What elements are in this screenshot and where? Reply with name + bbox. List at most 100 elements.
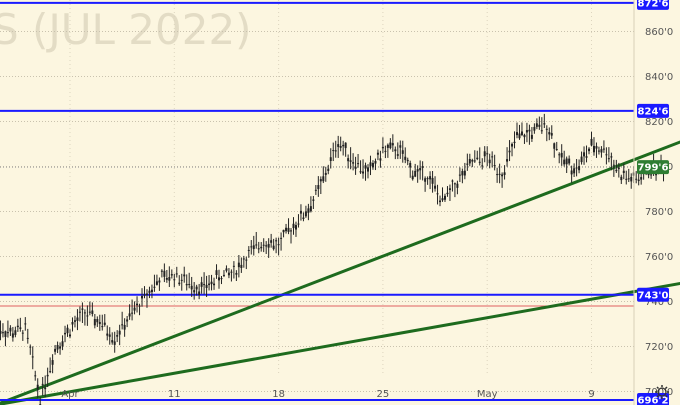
candle-body (280, 237, 283, 239)
candle-body (88, 311, 91, 313)
candle-body (545, 128, 548, 130)
candle-body (421, 166, 424, 168)
candle-body (272, 245, 275, 250)
candle-body (277, 244, 280, 246)
candle-body (103, 322, 106, 325)
candle-body (511, 143, 514, 147)
x-tick-label: May (477, 389, 498, 400)
candle-body (478, 161, 481, 163)
candle-body (113, 341, 116, 345)
candle-body (381, 146, 384, 149)
candle-body (148, 290, 151, 293)
candle-body (486, 153, 489, 155)
x-tick-label: 25 (377, 389, 390, 400)
candle-body (533, 126, 536, 131)
candle-body (453, 183, 456, 185)
candle-body (592, 145, 595, 153)
candle-body (106, 333, 109, 336)
gear-icon[interactable] (655, 385, 669, 399)
candle-body (506, 159, 509, 162)
candle-body (605, 154, 608, 156)
candle-body (525, 130, 528, 133)
red-reference-lines (0, 305, 634, 307)
candle-body (297, 223, 300, 225)
candle-body (588, 148, 591, 152)
candle-body (81, 308, 84, 310)
candle-body (354, 166, 357, 169)
candle-body (235, 272, 238, 275)
level-label-text: 824'6 (638, 106, 669, 117)
candle-body (322, 176, 325, 182)
candle-body (424, 178, 427, 182)
candle-body (262, 244, 265, 246)
candle-body (347, 158, 350, 162)
candle-body (299, 210, 302, 214)
candle-body (91, 310, 94, 314)
candle-body (108, 334, 111, 337)
candle-body (116, 335, 119, 337)
candle-body (600, 149, 603, 153)
candle-body (367, 167, 369, 172)
candle-body (210, 281, 213, 285)
candle-body (101, 326, 104, 328)
candle-body (203, 284, 206, 286)
candle-body (292, 223, 295, 229)
candle-body (520, 131, 523, 136)
candle-body (158, 280, 161, 283)
candle-body (630, 176, 633, 182)
candle-body (640, 177, 643, 180)
candle-body (491, 156, 494, 158)
candle-body (429, 176, 432, 180)
candle-body (76, 317, 79, 321)
price-series (0, 113, 665, 405)
candle-body (131, 312, 134, 314)
y-tick-label: 740'0 (645, 297, 673, 308)
candle-body (86, 315, 89, 317)
candle-body (550, 133, 553, 136)
current-price-text: 799'6 (638, 163, 669, 174)
candle-body (406, 159, 409, 162)
candle-body (364, 165, 367, 169)
candle-body (463, 170, 466, 176)
candle-body (178, 282, 181, 285)
candle-body (583, 152, 586, 157)
candle-body (150, 289, 153, 293)
candle-body (650, 174, 653, 176)
candle-body (334, 150, 337, 152)
candle-body (468, 159, 471, 164)
candle-body (61, 341, 64, 347)
candle-body (153, 286, 156, 288)
candle-body (590, 138, 593, 146)
y-tick-label: 780'0 (645, 207, 673, 218)
level-label-box (637, 287, 669, 302)
candle-body (6, 332, 9, 334)
candle-body (287, 227, 290, 232)
candle-body (237, 262, 240, 268)
candle-body (458, 174, 461, 176)
candle-body (304, 211, 307, 217)
candle-body (155, 281, 158, 285)
candle-body (208, 283, 211, 286)
candle-body (260, 246, 263, 249)
candle-body (11, 333, 14, 338)
candle-body (568, 158, 571, 164)
level-label-text: 743'0 (638, 290, 669, 301)
candle-body (359, 171, 362, 173)
candle-body (339, 145, 342, 148)
candle-body (183, 274, 186, 277)
candle-body (317, 185, 320, 190)
trend-lines (0, 140, 680, 405)
x-axis-ticks: Apr 11 18 25 May 9 (61, 389, 594, 400)
candle-body (324, 172, 327, 175)
candle-body (314, 189, 317, 191)
candle-body (21, 332, 24, 334)
candle-body (34, 375, 37, 377)
candle-body (481, 165, 484, 167)
candle-body (56, 345, 59, 350)
candle-body (31, 356, 34, 358)
candle-body (123, 324, 126, 330)
candle-body (267, 243, 270, 248)
candle-body (461, 171, 464, 176)
candle-body (247, 249, 250, 251)
candle-body (270, 240, 273, 243)
